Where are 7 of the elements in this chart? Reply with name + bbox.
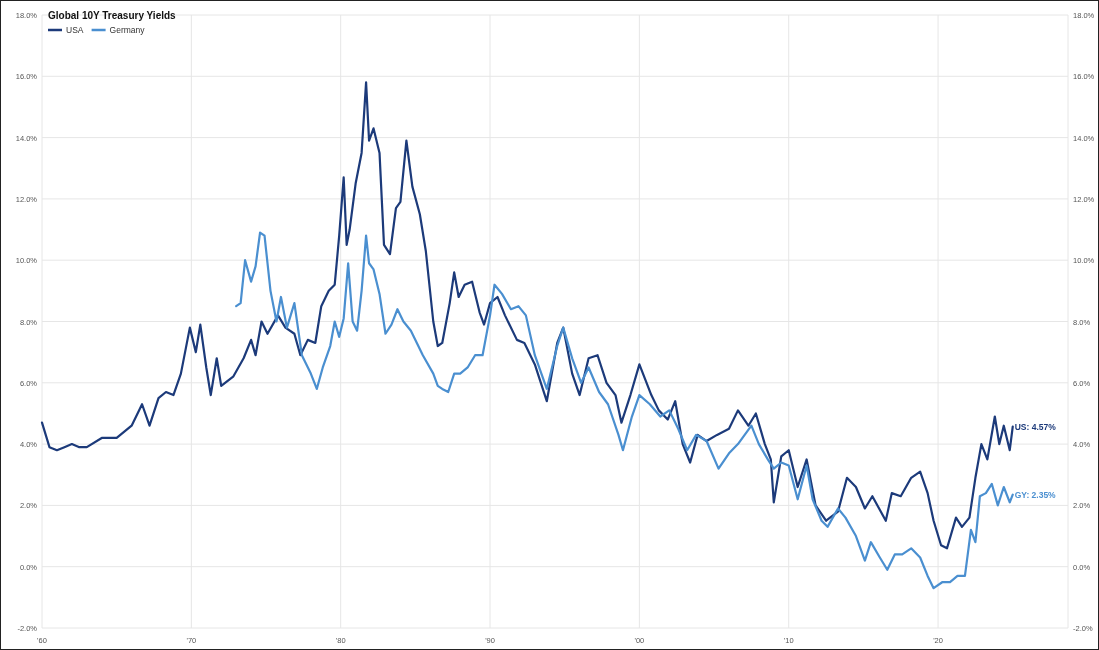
legend-label: USA <box>66 25 84 35</box>
annotation: GY: 2.35% <box>1014 489 1057 500</box>
chart-title: Global 10Y Treasury Yields <box>48 10 177 21</box>
line-series <box>235 231 1014 590</box>
legend-label: Germany <box>109 25 146 35</box>
line-series <box>40 81 1014 550</box>
annotation: US: 4.57% <box>1014 421 1057 432</box>
